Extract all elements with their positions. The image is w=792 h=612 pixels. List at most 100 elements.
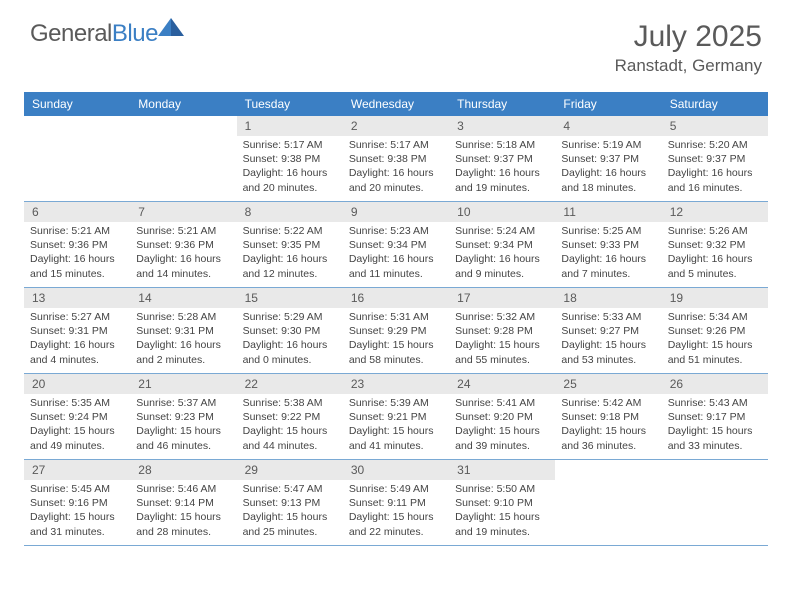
month-title: July 2025	[615, 20, 762, 54]
daylight-text: Daylight: 15 hours and 36 minutes.	[561, 424, 655, 452]
day-number: 5	[662, 116, 768, 136]
day-content: Sunrise: 5:39 AMSunset: 9:21 PMDaylight:…	[343, 394, 449, 457]
day-content: Sunrise: 5:18 AMSunset: 9:37 PMDaylight:…	[449, 136, 555, 199]
day-content: Sunrise: 5:21 AMSunset: 9:36 PMDaylight:…	[24, 222, 130, 285]
daylight-text: Daylight: 15 hours and 49 minutes.	[30, 424, 124, 452]
day-content: Sunrise: 5:24 AMSunset: 9:34 PMDaylight:…	[449, 222, 555, 285]
calendar-cell: 9Sunrise: 5:23 AMSunset: 9:34 PMDaylight…	[343, 202, 449, 288]
sunset-text: Sunset: 9:21 PM	[349, 410, 443, 424]
daylight-text: Daylight: 16 hours and 15 minutes.	[30, 252, 124, 280]
calendar-cell: 10Sunrise: 5:24 AMSunset: 9:34 PMDayligh…	[449, 202, 555, 288]
weekday-header: Tuesday	[237, 92, 343, 116]
daylight-text: Daylight: 15 hours and 33 minutes.	[668, 424, 762, 452]
calendar-cell: 11Sunrise: 5:25 AMSunset: 9:33 PMDayligh…	[555, 202, 661, 288]
brand-name: GeneralBlue	[30, 20, 158, 48]
calendar-cell	[555, 460, 661, 546]
calendar-cell: 28Sunrise: 5:46 AMSunset: 9:14 PMDayligh…	[130, 460, 236, 546]
calendar: Sunday Monday Tuesday Wednesday Thursday…	[24, 92, 768, 546]
sunset-text: Sunset: 9:20 PM	[455, 410, 549, 424]
calendar-cell: 5Sunrise: 5:20 AMSunset: 9:37 PMDaylight…	[662, 116, 768, 202]
calendar-cell: 19Sunrise: 5:34 AMSunset: 9:26 PMDayligh…	[662, 288, 768, 374]
calendar-body: 1Sunrise: 5:17 AMSunset: 9:38 PMDaylight…	[24, 116, 768, 546]
day-number: 23	[343, 374, 449, 394]
day-number: 22	[237, 374, 343, 394]
header: GeneralBlue July 2025 Ranstadt, Germany	[0, 0, 792, 84]
daylight-text: Daylight: 15 hours and 53 minutes.	[561, 338, 655, 366]
day-content: Sunrise: 5:49 AMSunset: 9:11 PMDaylight:…	[343, 480, 449, 543]
weekday-header: Monday	[130, 92, 236, 116]
day-number: 31	[449, 460, 555, 480]
daylight-text: Daylight: 16 hours and 12 minutes.	[243, 252, 337, 280]
day-number: 12	[662, 202, 768, 222]
day-number: 2	[343, 116, 449, 136]
sunrise-text: Sunrise: 5:31 AM	[349, 310, 443, 324]
day-content: Sunrise: 5:38 AMSunset: 9:22 PMDaylight:…	[237, 394, 343, 457]
calendar-cell: 18Sunrise: 5:33 AMSunset: 9:27 PMDayligh…	[555, 288, 661, 374]
day-number: 13	[24, 288, 130, 308]
day-content: Sunrise: 5:17 AMSunset: 9:38 PMDaylight:…	[237, 136, 343, 199]
day-content: Sunrise: 5:45 AMSunset: 9:16 PMDaylight:…	[24, 480, 130, 543]
sunset-text: Sunset: 9:31 PM	[30, 324, 124, 338]
daylight-text: Daylight: 16 hours and 11 minutes.	[349, 252, 443, 280]
sunset-text: Sunset: 9:28 PM	[455, 324, 549, 338]
day-number: 19	[662, 288, 768, 308]
sunrise-text: Sunrise: 5:38 AM	[243, 396, 337, 410]
weekday-header: Saturday	[662, 92, 768, 116]
day-content: Sunrise: 5:37 AMSunset: 9:23 PMDaylight:…	[130, 394, 236, 457]
daylight-text: Daylight: 16 hours and 5 minutes.	[668, 252, 762, 280]
day-content: Sunrise: 5:32 AMSunset: 9:28 PMDaylight:…	[449, 308, 555, 371]
day-number: 14	[130, 288, 236, 308]
daylight-text: Daylight: 15 hours and 41 minutes.	[349, 424, 443, 452]
day-number: 7	[130, 202, 236, 222]
calendar-cell: 6Sunrise: 5:21 AMSunset: 9:36 PMDaylight…	[24, 202, 130, 288]
sunset-text: Sunset: 9:29 PM	[349, 324, 443, 338]
calendar-cell	[662, 460, 768, 546]
sunset-text: Sunset: 9:30 PM	[243, 324, 337, 338]
sunset-text: Sunset: 9:36 PM	[30, 238, 124, 252]
calendar-cell: 26Sunrise: 5:43 AMSunset: 9:17 PMDayligh…	[662, 374, 768, 460]
day-content: Sunrise: 5:28 AMSunset: 9:31 PMDaylight:…	[130, 308, 236, 371]
sunset-text: Sunset: 9:26 PM	[668, 324, 762, 338]
day-number: 21	[130, 374, 236, 394]
sunrise-text: Sunrise: 5:46 AM	[136, 482, 230, 496]
day-number: 18	[555, 288, 661, 308]
title-block: July 2025 Ranstadt, Germany	[615, 20, 762, 76]
sunrise-text: Sunrise: 5:17 AM	[349, 138, 443, 152]
daylight-text: Daylight: 15 hours and 25 minutes.	[243, 510, 337, 538]
day-content: Sunrise: 5:43 AMSunset: 9:17 PMDaylight:…	[662, 394, 768, 457]
day-content: Sunrise: 5:26 AMSunset: 9:32 PMDaylight:…	[662, 222, 768, 285]
calendar-cell: 31Sunrise: 5:50 AMSunset: 9:10 PMDayligh…	[449, 460, 555, 546]
daylight-text: Daylight: 15 hours and 58 minutes.	[349, 338, 443, 366]
day-content: Sunrise: 5:25 AMSunset: 9:33 PMDaylight:…	[555, 222, 661, 285]
sunrise-text: Sunrise: 5:42 AM	[561, 396, 655, 410]
sunset-text: Sunset: 9:13 PM	[243, 496, 337, 510]
sunset-text: Sunset: 9:38 PM	[243, 152, 337, 166]
day-content: Sunrise: 5:21 AMSunset: 9:36 PMDaylight:…	[130, 222, 236, 285]
sunset-text: Sunset: 9:23 PM	[136, 410, 230, 424]
sunrise-text: Sunrise: 5:34 AM	[668, 310, 762, 324]
day-number: 10	[449, 202, 555, 222]
day-number: 11	[555, 202, 661, 222]
daylight-text: Daylight: 15 hours and 55 minutes.	[455, 338, 549, 366]
sunset-text: Sunset: 9:22 PM	[243, 410, 337, 424]
day-number: 3	[449, 116, 555, 136]
daylight-text: Daylight: 16 hours and 18 minutes.	[561, 166, 655, 194]
day-number: 28	[130, 460, 236, 480]
triangle-icon	[158, 18, 184, 43]
day-content: Sunrise: 5:35 AMSunset: 9:24 PMDaylight:…	[24, 394, 130, 457]
daylight-text: Daylight: 16 hours and 16 minutes.	[668, 166, 762, 194]
daylight-text: Daylight: 16 hours and 4 minutes.	[30, 338, 124, 366]
sunrise-text: Sunrise: 5:29 AM	[243, 310, 337, 324]
calendar-cell: 2Sunrise: 5:17 AMSunset: 9:38 PMDaylight…	[343, 116, 449, 202]
day-number: 26	[662, 374, 768, 394]
sunset-text: Sunset: 9:34 PM	[349, 238, 443, 252]
daylight-text: Daylight: 15 hours and 39 minutes.	[455, 424, 549, 452]
day-number: 20	[24, 374, 130, 394]
day-content: Sunrise: 5:20 AMSunset: 9:37 PMDaylight:…	[662, 136, 768, 199]
day-number: 15	[237, 288, 343, 308]
sunrise-text: Sunrise: 5:39 AM	[349, 396, 443, 410]
day-number: 8	[237, 202, 343, 222]
calendar-cell	[24, 116, 130, 202]
sunrise-text: Sunrise: 5:25 AM	[561, 224, 655, 238]
sunrise-text: Sunrise: 5:20 AM	[668, 138, 762, 152]
